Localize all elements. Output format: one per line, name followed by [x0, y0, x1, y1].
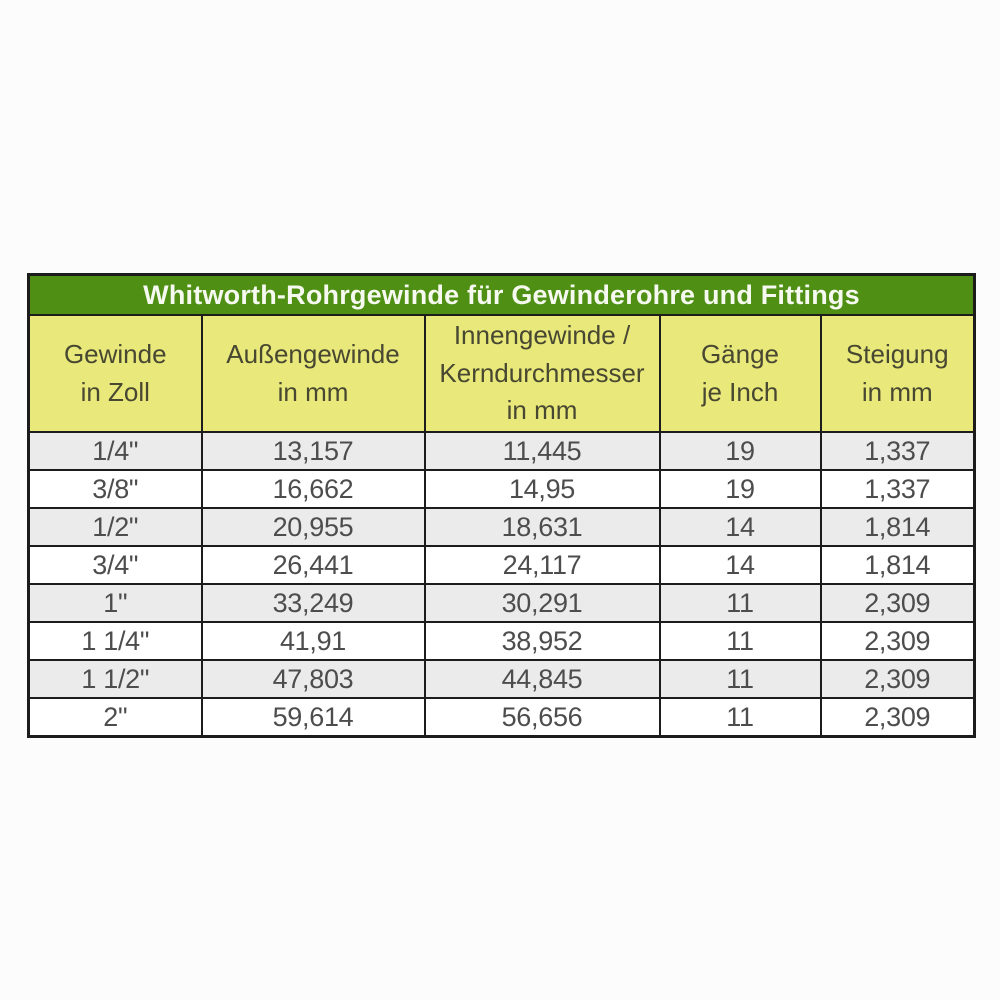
col-header-innengewinde: Innengewinde / Kerndurchmesser in mm [423, 314, 661, 433]
cell-gaenge: 11 [658, 621, 822, 661]
cell-innengewinde: 18,631 [423, 507, 661, 547]
cell-gewinde: 1" [27, 583, 203, 623]
table-row: 1/2" 20,955 18,631 14 1,814 [27, 507, 976, 547]
cell-gewinde: 1/2" [27, 507, 203, 547]
cell-steigung: 1,814 [819, 545, 976, 585]
cell-gewinde: 1 1/2" [27, 659, 203, 699]
table-row: 1 1/2" 47,803 44,845 11 2,309 [27, 659, 976, 699]
table-row: 2" 59,614 56,656 11 2,309 [27, 697, 976, 738]
cell-aussengewinde: 33,249 [200, 583, 426, 623]
col-header-gewinde-in-zoll: Gewinde in Zoll [27, 314, 203, 433]
cell-aussengewinde: 16,662 [200, 469, 426, 509]
cell-gewinde: 2" [27, 697, 203, 738]
cell-innengewinde: 24,117 [423, 545, 661, 585]
cell-aussengewinde: 41,91 [200, 621, 426, 661]
cell-innengewinde: 14,95 [423, 469, 661, 509]
cell-gaenge: 11 [658, 697, 822, 738]
cell-gewinde: 3/8" [27, 469, 203, 509]
cell-aussengewinde: 20,955 [200, 507, 426, 547]
col-header-gaenge-je-inch: Gänge je Inch [658, 314, 822, 433]
cell-gaenge: 11 [658, 659, 822, 699]
cell-gewinde: 3/4" [27, 545, 203, 585]
cell-innengewinde: 56,656 [423, 697, 661, 738]
col-header-steigung: Steigung in mm [819, 314, 976, 433]
cell-gaenge: 11 [658, 583, 822, 623]
table-row: 1" 33,249 30,291 11 2,309 [27, 583, 976, 623]
cell-aussengewinde: 47,803 [200, 659, 426, 699]
cell-gaenge: 19 [658, 469, 822, 509]
cell-gewinde: 1/4" [27, 431, 203, 471]
table-title: Whitworth-Rohrgewinde für Gewinderohre u… [27, 273, 976, 316]
cell-steigung: 2,309 [819, 697, 976, 738]
cell-innengewinde: 11,445 [423, 431, 661, 471]
cell-aussengewinde: 59,614 [200, 697, 426, 738]
table-row: 3/4" 26,441 24,117 14 1,814 [27, 545, 976, 585]
whitworth-thread-table: Whitworth-Rohrgewinde für Gewinderohre u… [27, 273, 976, 738]
cell-steigung: 1,814 [819, 507, 976, 547]
col-header-aussengewinde: Außengewinde in mm [200, 314, 426, 433]
header-row: Gewinde in Zoll Außengewinde in mm Innen… [27, 314, 976, 433]
cell-innengewinde: 30,291 [423, 583, 661, 623]
cell-steigung: 2,309 [819, 621, 976, 661]
cell-steigung: 1,337 [819, 469, 976, 509]
table-row: 3/8" 16,662 14,95 19 1,337 [27, 469, 976, 509]
title-row: Whitworth-Rohrgewinde für Gewinderohre u… [27, 273, 976, 316]
cell-gewinde: 1 1/4" [27, 621, 203, 661]
cell-gaenge: 14 [658, 507, 822, 547]
cell-innengewinde: 44,845 [423, 659, 661, 699]
cell-innengewinde: 38,952 [423, 621, 661, 661]
cell-aussengewinde: 26,441 [200, 545, 426, 585]
table-row: 1/4" 13,157 11,445 19 1,337 [27, 431, 976, 471]
table-row: 1 1/4" 41,91 38,952 11 2,309 [27, 621, 976, 661]
cell-steigung: 1,337 [819, 431, 976, 471]
cell-steigung: 2,309 [819, 659, 976, 699]
cell-aussengewinde: 13,157 [200, 431, 426, 471]
cell-gaenge: 14 [658, 545, 822, 585]
cell-gaenge: 19 [658, 431, 822, 471]
cell-steigung: 2,309 [819, 583, 976, 623]
